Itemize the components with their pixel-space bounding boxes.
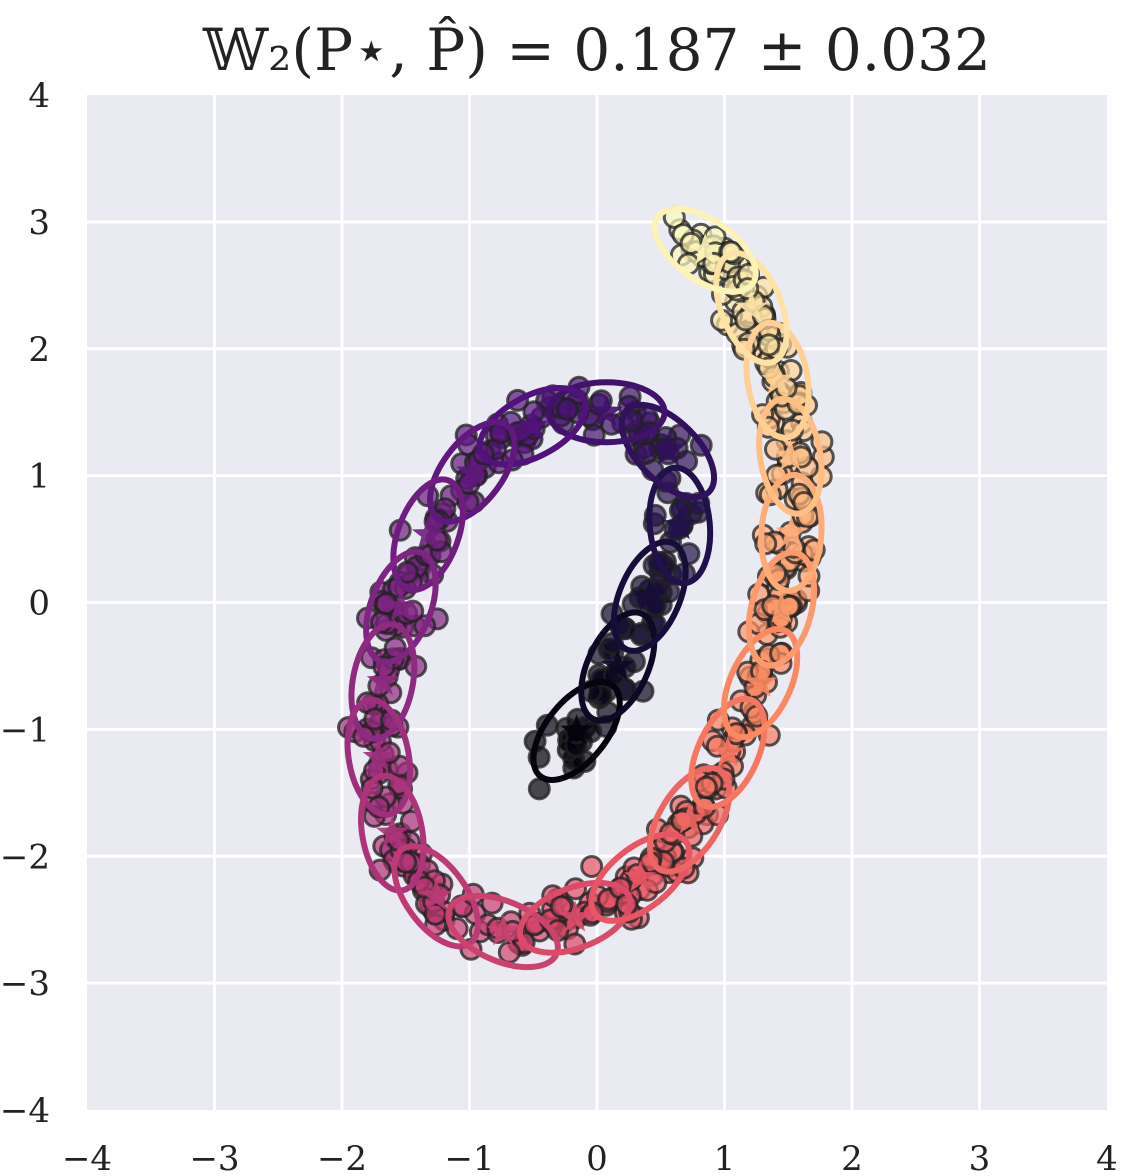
y-tick-label: 4 — [28, 76, 50, 116]
y-tick-label: 0 — [28, 584, 50, 624]
plot-area — [87, 95, 1107, 1110]
component-star — [560, 714, 593, 745]
x-tick-label: −4 — [62, 1139, 112, 1176]
component-star — [774, 439, 807, 471]
y-tick-label: −4 — [0, 1091, 50, 1131]
x-tick-label: 2 — [841, 1139, 863, 1176]
component-ellipse — [344, 696, 414, 818]
component-ellipse — [363, 548, 439, 666]
component-star — [663, 508, 696, 540]
component-star — [765, 592, 798, 623]
component-ellipse — [427, 419, 518, 525]
component-ellipse — [720, 626, 801, 741]
component-ellipse — [610, 538, 689, 654]
sample-point — [549, 895, 573, 919]
component-star — [633, 579, 666, 611]
component-ellipse — [688, 695, 768, 810]
x-tick-label: 3 — [969, 1139, 991, 1176]
x-tick-label: −2 — [317, 1139, 367, 1176]
component-star — [651, 434, 684, 465]
component-star — [456, 454, 489, 486]
component-ellipse — [646, 464, 714, 587]
component-stars — [362, 233, 808, 946]
component-ellipse — [545, 379, 668, 446]
component-ellipse — [476, 385, 589, 468]
sample-point — [757, 333, 781, 357]
component-ellipse — [745, 549, 818, 669]
component-ellipse — [390, 476, 466, 594]
component-ellipse — [618, 401, 718, 501]
component-star — [775, 515, 808, 547]
component-star — [384, 589, 418, 621]
component-star — [420, 879, 453, 910]
x-axis-ticks: −4 −3 −2 −1 0 1 2 3 4 — [62, 1139, 1118, 1176]
component-star — [590, 395, 623, 426]
component-star — [376, 816, 409, 847]
component-star — [516, 409, 549, 440]
component-star — [744, 666, 777, 697]
y-tick-label: 2 — [28, 330, 50, 370]
sample-point — [580, 855, 604, 878]
y-tick-label: 3 — [28, 203, 50, 243]
x-tick-label: 1 — [714, 1139, 736, 1176]
component-ellipse — [348, 621, 418, 742]
y-tick-label: 1 — [28, 457, 50, 497]
component-ellipse — [756, 395, 825, 517]
component-ellipse — [646, 764, 733, 875]
sample-point — [694, 775, 718, 799]
x-tick-label: 0 — [586, 1139, 608, 1176]
component-ellipse — [530, 679, 623, 783]
component-ellipses — [344, 205, 825, 971]
component-ellipse — [516, 879, 634, 956]
component-star — [366, 664, 400, 696]
component-star — [411, 517, 445, 549]
component-ellipse — [758, 471, 825, 594]
component-ellipse — [358, 772, 427, 894]
component-star — [689, 233, 722, 265]
component-star — [624, 860, 657, 892]
component-ellipse — [743, 319, 812, 441]
sample-point — [497, 940, 521, 964]
component-star — [601, 649, 634, 681]
component-star — [673, 802, 706, 834]
y-tick-label: −1 — [0, 710, 50, 750]
sample-point — [556, 397, 579, 421]
y-axis-ticks: −4 −3 −2 −1 0 1 2 3 4 — [0, 76, 50, 1131]
component-star — [362, 740, 395, 772]
component-star — [559, 900, 592, 932]
x-tick-label: −3 — [189, 1139, 239, 1176]
chart-title: 𝕎₂(P⋆, P̂) = 0.187 ± 0.032 — [202, 15, 991, 84]
component-ellipse — [651, 205, 759, 295]
component-star — [486, 914, 520, 946]
component-star — [761, 363, 794, 395]
component-star — [711, 735, 745, 767]
component-ellipse — [578, 609, 658, 724]
component-ellipse — [588, 831, 693, 924]
y-tick-label: −2 — [0, 837, 50, 877]
y-tick-label: −3 — [0, 964, 50, 1004]
x-tick-label: 4 — [1096, 1139, 1118, 1176]
x-tick-label: −1 — [444, 1139, 494, 1176]
component-star — [735, 291, 768, 322]
component-ellipse — [713, 250, 790, 366]
component-ellipse — [391, 843, 481, 950]
